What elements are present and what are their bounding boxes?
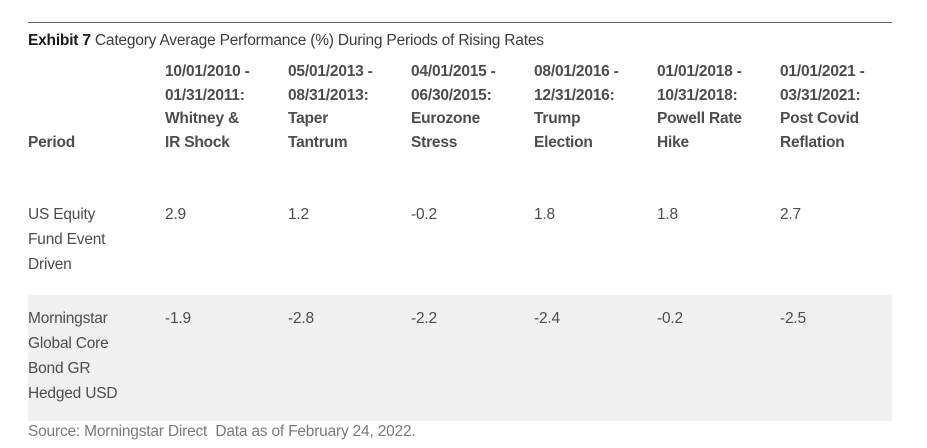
- exhibit-title: Exhibit 7 Category Average Performance (…: [28, 31, 544, 51]
- table-header-row: Period 10/01/2010 - 01/31/2011: Whitney …: [28, 60, 892, 154]
- table-cell: -0.2: [411, 206, 437, 223]
- exhibit-title-text: Category Average Performance (%) During …: [94, 32, 544, 49]
- column-header-trump-election: 08/01/2016 - 12/31/2016: Trump Election: [534, 63, 619, 151]
- row-label: US Equity Fund Event Driven: [28, 206, 106, 273]
- table-cell: -0.2: [657, 310, 683, 327]
- table-cell: -2.4: [534, 310, 560, 327]
- source-note: Source: Morningstar Direct Data as of Fe…: [28, 423, 416, 440]
- column-header-whitney-ir-shock: 10/01/2010 - 01/31/2011: Whitney & IR Sh…: [165, 63, 250, 151]
- column-header-powell-rate-hike: 01/01/2018 - 10/31/2018: Powell Rate Hik…: [657, 63, 742, 151]
- exhibit-label: Exhibit 7: [28, 32, 91, 49]
- table-cell: 1.8: [534, 206, 555, 223]
- table-cell: -2.8: [288, 310, 314, 327]
- table-cell: 1.2: [288, 206, 309, 223]
- table-cell: -2.2: [411, 310, 437, 327]
- column-header-eurozone-stress: 04/01/2015 - 06/30/2015: Eurozone Stress: [411, 63, 496, 151]
- table-cell: -1.9: [165, 310, 191, 327]
- table-row-morningstar-global-core-bond: Morningstar Global Core Bond GR Hedged U…: [28, 306, 892, 406]
- column-header-taper-tantrum: 05/01/2013 - 08/31/2013: Taper Tantrum: [288, 63, 373, 151]
- table-row-us-equity-event-driven: US Equity Fund Event Driven 2.9 1.2 -0.2…: [28, 202, 892, 277]
- table-cell: -2.5: [780, 310, 806, 327]
- table-cell: 2.9: [165, 206, 186, 223]
- table-cell: 2.7: [780, 206, 801, 223]
- table-cell: 1.8: [657, 206, 678, 223]
- column-header-post-covid-reflation: 01/01/2021 - 03/31/2021: Post Covid Refl…: [780, 63, 865, 151]
- top-rule: [28, 22, 892, 23]
- row-label: Morningstar Global Core Bond GR Hedged U…: [28, 310, 118, 402]
- column-header-period: Period: [28, 133, 76, 151]
- highlighted-row-band: Morningstar Global Core Bond GR Hedged U…: [28, 295, 892, 421]
